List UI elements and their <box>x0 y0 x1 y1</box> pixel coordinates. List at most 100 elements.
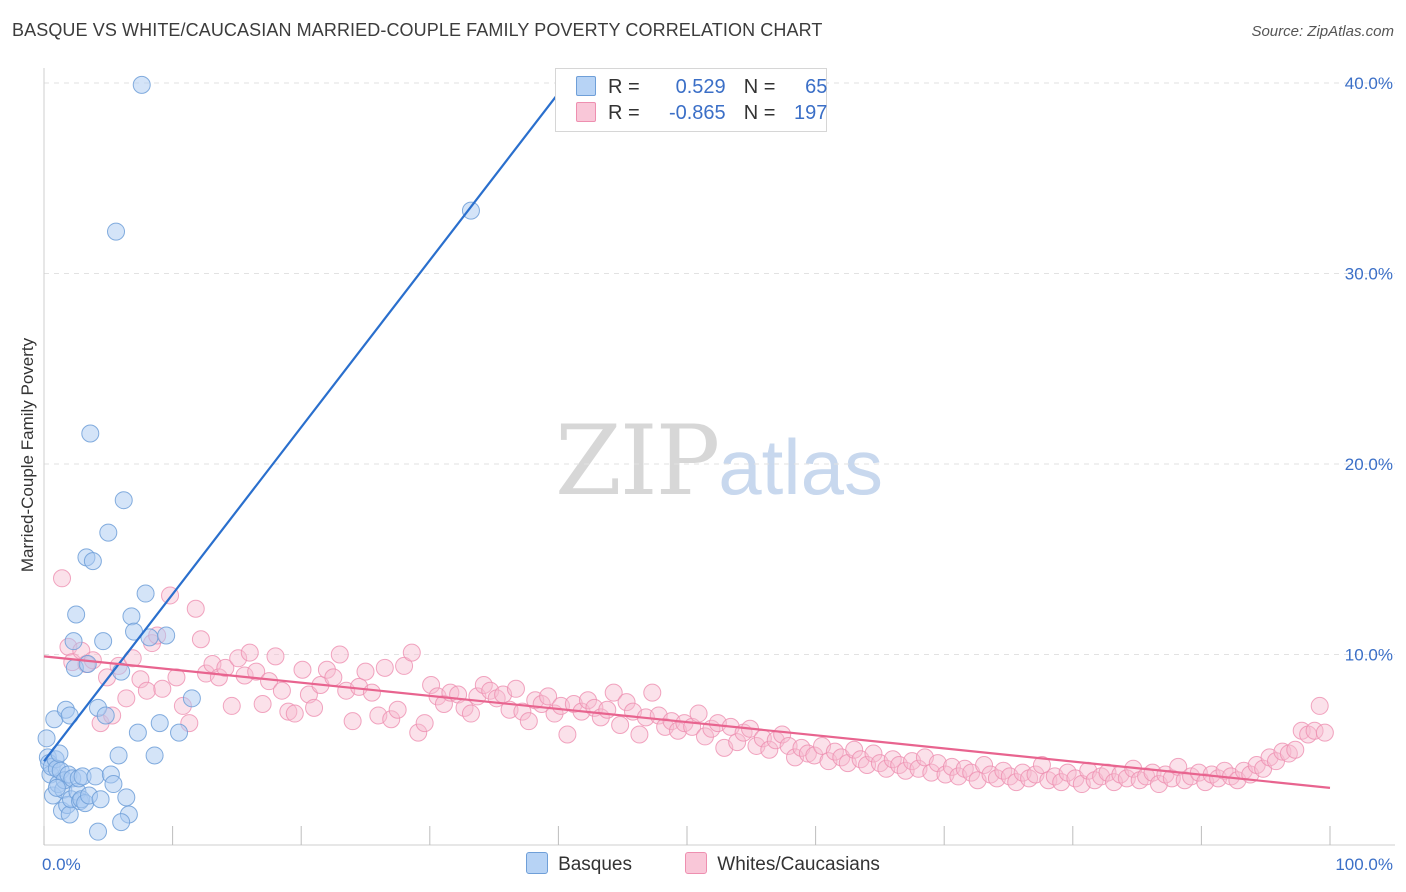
whites-point <box>539 687 558 706</box>
basques-point <box>67 605 86 624</box>
legend-swatch-basques <box>576 76 596 96</box>
basques-point <box>91 790 110 809</box>
legend-r-value: 0.529 <box>675 76 726 98</box>
whites-point <box>773 725 792 744</box>
basques-point <box>461 201 480 220</box>
legend-item-basques[interactable]: Basques <box>526 852 632 876</box>
series-legend: Basques Whites/Caucasians <box>0 852 1406 876</box>
whites-swatch <box>685 852 708 874</box>
whites-point <box>186 599 205 618</box>
whites-point <box>293 660 312 679</box>
legend-item-whites[interactable]: Whites/Caucasians <box>685 852 880 876</box>
whites-point <box>1286 740 1305 759</box>
legend-swatch-whites <box>576 102 596 122</box>
legend-r-label: R = <box>608 76 640 98</box>
grid-lines <box>44 82 1395 655</box>
whites-point <box>519 712 538 731</box>
legend-n-value: 65 <box>805 76 828 98</box>
legend-n-value: 197 <box>794 102 828 124</box>
whites-point <box>760 740 779 759</box>
whites-point <box>1032 755 1051 774</box>
whites-label: Whites/Caucasians <box>717 854 880 875</box>
watermark-atlas: atlas <box>718 423 883 511</box>
whites-point <box>922 763 941 782</box>
whites-point <box>513 702 532 721</box>
whites-point <box>434 695 453 714</box>
basques-trendline <box>43 84 566 762</box>
whites-point <box>240 643 259 662</box>
basques-point <box>47 778 66 797</box>
whites-point <box>598 700 617 719</box>
whites-points <box>53 569 1334 794</box>
basques-point <box>170 723 189 742</box>
basques-point <box>89 822 108 841</box>
basques-point <box>182 689 201 708</box>
basques-point <box>37 729 56 748</box>
whites-point <box>643 683 662 702</box>
basques-point <box>145 746 164 765</box>
basques-point <box>81 424 100 443</box>
whites-point <box>845 740 864 759</box>
watermark-zip: ZIP <box>555 405 720 517</box>
whites-point <box>216 658 235 677</box>
whites-point <box>117 689 136 708</box>
basques-point <box>136 584 155 603</box>
tick-labels: 10.0% 20.0% 30.0% 40.0% 0.0% 100.0% <box>42 74 1393 874</box>
whites-point <box>324 668 343 687</box>
basques-point <box>122 607 141 626</box>
whites-point <box>864 744 883 763</box>
whites-point <box>272 681 291 700</box>
whites-point <box>798 744 817 763</box>
basques-point <box>83 552 102 571</box>
basques-point <box>86 767 105 786</box>
whites-point <box>728 733 747 752</box>
basques-point <box>96 706 115 725</box>
basques-point <box>157 626 176 645</box>
whites-point <box>409 723 428 742</box>
legend-row-basques: R = 0.529 N = 65 <box>576 76 827 100</box>
basques-point <box>78 655 97 674</box>
whites-point <box>305 698 324 717</box>
whites-point <box>395 656 414 675</box>
legend-n-label: N = <box>743 76 776 98</box>
watermark: ZIPatlas <box>555 405 883 517</box>
whites-point <box>153 679 172 698</box>
basques-point <box>109 746 128 765</box>
whites-point <box>1052 773 1071 792</box>
basques-point <box>94 632 113 651</box>
whites-point <box>696 727 715 746</box>
whites-point <box>279 702 298 721</box>
trend-lines <box>43 84 1331 789</box>
whites-point <box>137 681 156 700</box>
whites-point <box>229 649 248 668</box>
whites-point <box>253 695 272 714</box>
x-tick-label: 0.0% <box>42 855 81 874</box>
legend-r-label: R = <box>608 102 640 124</box>
whites-point <box>578 691 597 710</box>
y-tick-label: 10.0% <box>1345 646 1393 665</box>
whites-point <box>191 630 210 649</box>
whites-point <box>558 725 577 744</box>
basques-label: Basques <box>558 854 633 875</box>
whites-point <box>356 662 375 681</box>
basques-swatch <box>526 852 549 874</box>
whites-point <box>285 704 304 723</box>
whites-point <box>375 658 394 677</box>
basques-point <box>99 523 118 542</box>
whites-point <box>343 712 362 731</box>
whites-point <box>604 683 623 702</box>
whites-point <box>266 647 285 666</box>
legend-r-value: -0.865 <box>668 102 726 124</box>
source-credit: Source: ZipAtlas.com <box>1251 23 1394 40</box>
basques-point <box>132 75 151 94</box>
y-axis-label: Married-Couple Family Poverty <box>18 337 37 573</box>
correlation-legend: R = 0.529 N = 65 R = -0.865 N = 197 <box>555 68 827 132</box>
whites-point <box>53 569 72 588</box>
whites-point <box>299 685 318 704</box>
whites-point <box>402 643 421 662</box>
whites-point <box>689 704 708 723</box>
whites-point <box>564 695 583 714</box>
basques-points <box>37 75 480 841</box>
whites-point <box>382 710 401 729</box>
